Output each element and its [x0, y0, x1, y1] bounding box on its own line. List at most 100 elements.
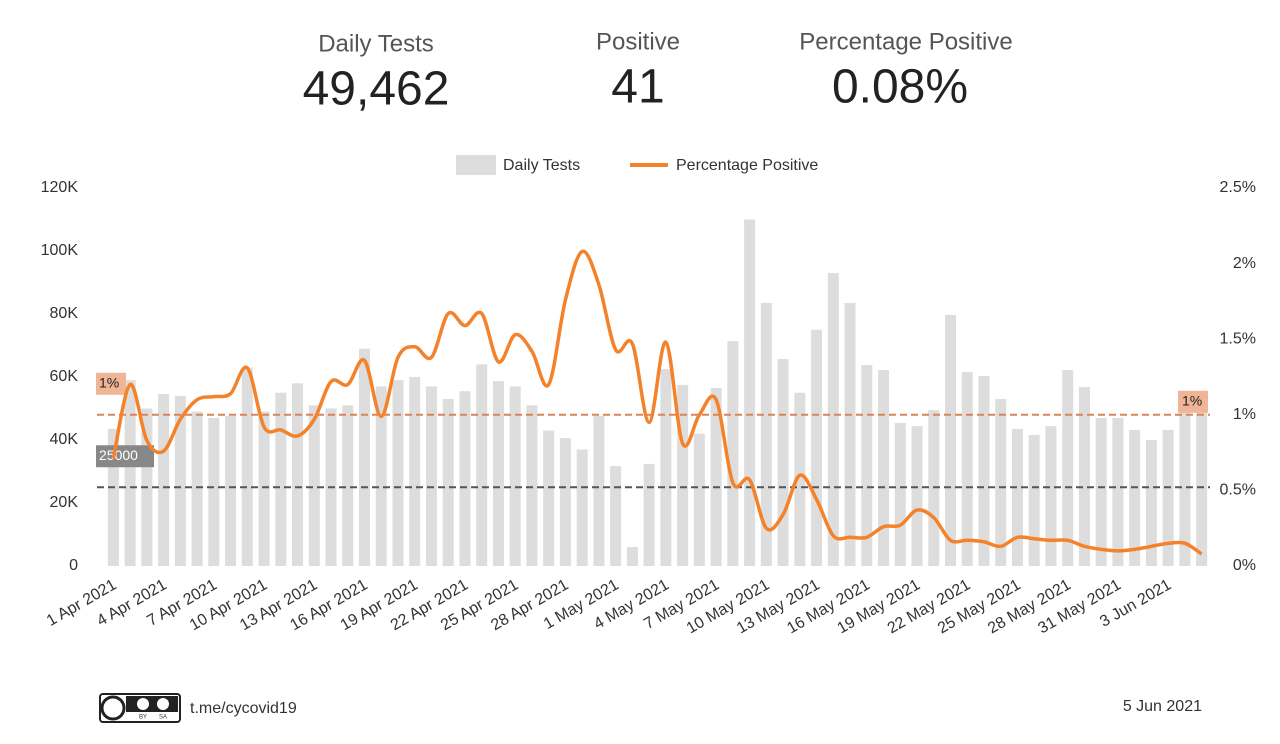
bar: [476, 364, 488, 566]
bar: [727, 341, 739, 566]
bar: [894, 422, 906, 566]
y-tick-label: 100K: [41, 242, 79, 259]
bar: [308, 405, 320, 566]
bar: [844, 302, 856, 566]
reference-label-box: [96, 445, 154, 468]
bar: [576, 449, 588, 566]
y2-tick-label: 0.5%: [1220, 482, 1256, 499]
bar: [442, 399, 454, 566]
bar: [543, 430, 555, 566]
kpi-value: 49,462: [303, 63, 450, 116]
y2-tick-label: 1.5%: [1220, 330, 1256, 347]
bar: [425, 386, 437, 566]
license-text: BY: [139, 715, 147, 721]
kpi-label: Daily Tests: [318, 30, 434, 57]
bar: [710, 388, 722, 566]
bar: [643, 463, 655, 566]
bar: [911, 426, 923, 566]
bar: [559, 438, 571, 566]
bar: [392, 380, 404, 566]
bar: [526, 405, 538, 566]
bar: [744, 219, 756, 566]
bar: [961, 371, 973, 566]
bar: [693, 433, 705, 566]
bar: [660, 369, 672, 566]
reference-label-text: 1%: [1182, 393, 1202, 409]
bar: [811, 329, 823, 566]
bar: [492, 381, 504, 566]
bar: [241, 367, 253, 566]
y2-tick-label: 2.5%: [1220, 179, 1256, 196]
kpi-value: 0.08%: [832, 61, 968, 114]
bar: [225, 416, 237, 566]
bar: [794, 392, 806, 566]
y-tick-label: 120K: [41, 179, 79, 196]
reference-label-text: 1%: [99, 375, 119, 391]
license-icon: BY SA: [99, 693, 181, 723]
bar: [1062, 370, 1074, 566]
y2-tick-label: 0%: [1233, 557, 1256, 574]
bar: [107, 428, 119, 566]
bar: [1112, 417, 1124, 566]
y-tick-label: 20K: [50, 494, 79, 511]
bar: [1145, 440, 1157, 566]
bar: [626, 547, 638, 566]
bar: [1095, 417, 1107, 566]
bar: [944, 314, 956, 566]
bar: [275, 392, 287, 566]
bar: [124, 380, 136, 566]
y2-tick-label: 2%: [1233, 255, 1256, 272]
y-tick-label: 40K: [50, 431, 79, 448]
bar: [610, 466, 622, 566]
bar: [292, 383, 304, 566]
bar: [593, 416, 605, 566]
bar: [995, 399, 1007, 566]
kpi-label: Percentage Positive: [799, 28, 1012, 55]
bar: [1129, 429, 1141, 566]
bar: [760, 302, 772, 566]
footer-link: t.me/cycovid19: [190, 700, 297, 717]
bar: [777, 359, 789, 566]
y2-tick-label: 1%: [1233, 406, 1256, 423]
kpi-label: Positive: [596, 28, 680, 55]
reference-label-box: [96, 372, 126, 395]
bar: [342, 405, 354, 566]
bar: [1045, 426, 1057, 566]
bar: [375, 386, 387, 566]
bar: [1078, 387, 1090, 566]
kpi-value: 41: [611, 61, 664, 114]
legend-label: Daily Tests: [503, 157, 580, 174]
y-tick-label: 80K: [50, 305, 79, 322]
bar: [1179, 410, 1191, 566]
bar: [359, 348, 371, 566]
legend-label: Percentage Positive: [676, 157, 818, 174]
reference-label: 25000: [96, 445, 154, 468]
bar: [509, 386, 521, 566]
bar: [1028, 434, 1040, 566]
y-tick-label: 0: [69, 557, 78, 574]
y-tick-label: 60K: [50, 368, 79, 385]
reference-label-box: [1178, 390, 1208, 413]
bar: [191, 411, 203, 566]
bar: [258, 411, 270, 566]
line: [111, 249, 1203, 556]
reference-label: 1%: [96, 372, 126, 395]
bar: [174, 395, 186, 566]
license-text: SA: [159, 715, 167, 721]
bar: [459, 391, 471, 566]
bar: [677, 384, 689, 566]
bar: [1011, 428, 1023, 566]
bar: [1162, 429, 1174, 566]
footer-date: 5 Jun 2021: [1123, 698, 1202, 715]
bar: [861, 365, 873, 566]
reference-label-text: 25000: [99, 447, 138, 463]
bar: [158, 394, 170, 566]
bar: [409, 377, 421, 566]
bar: [208, 417, 220, 566]
bar: [827, 273, 839, 566]
bar: [978, 376, 990, 566]
legend-swatch: [456, 155, 496, 175]
bar: [878, 370, 890, 566]
